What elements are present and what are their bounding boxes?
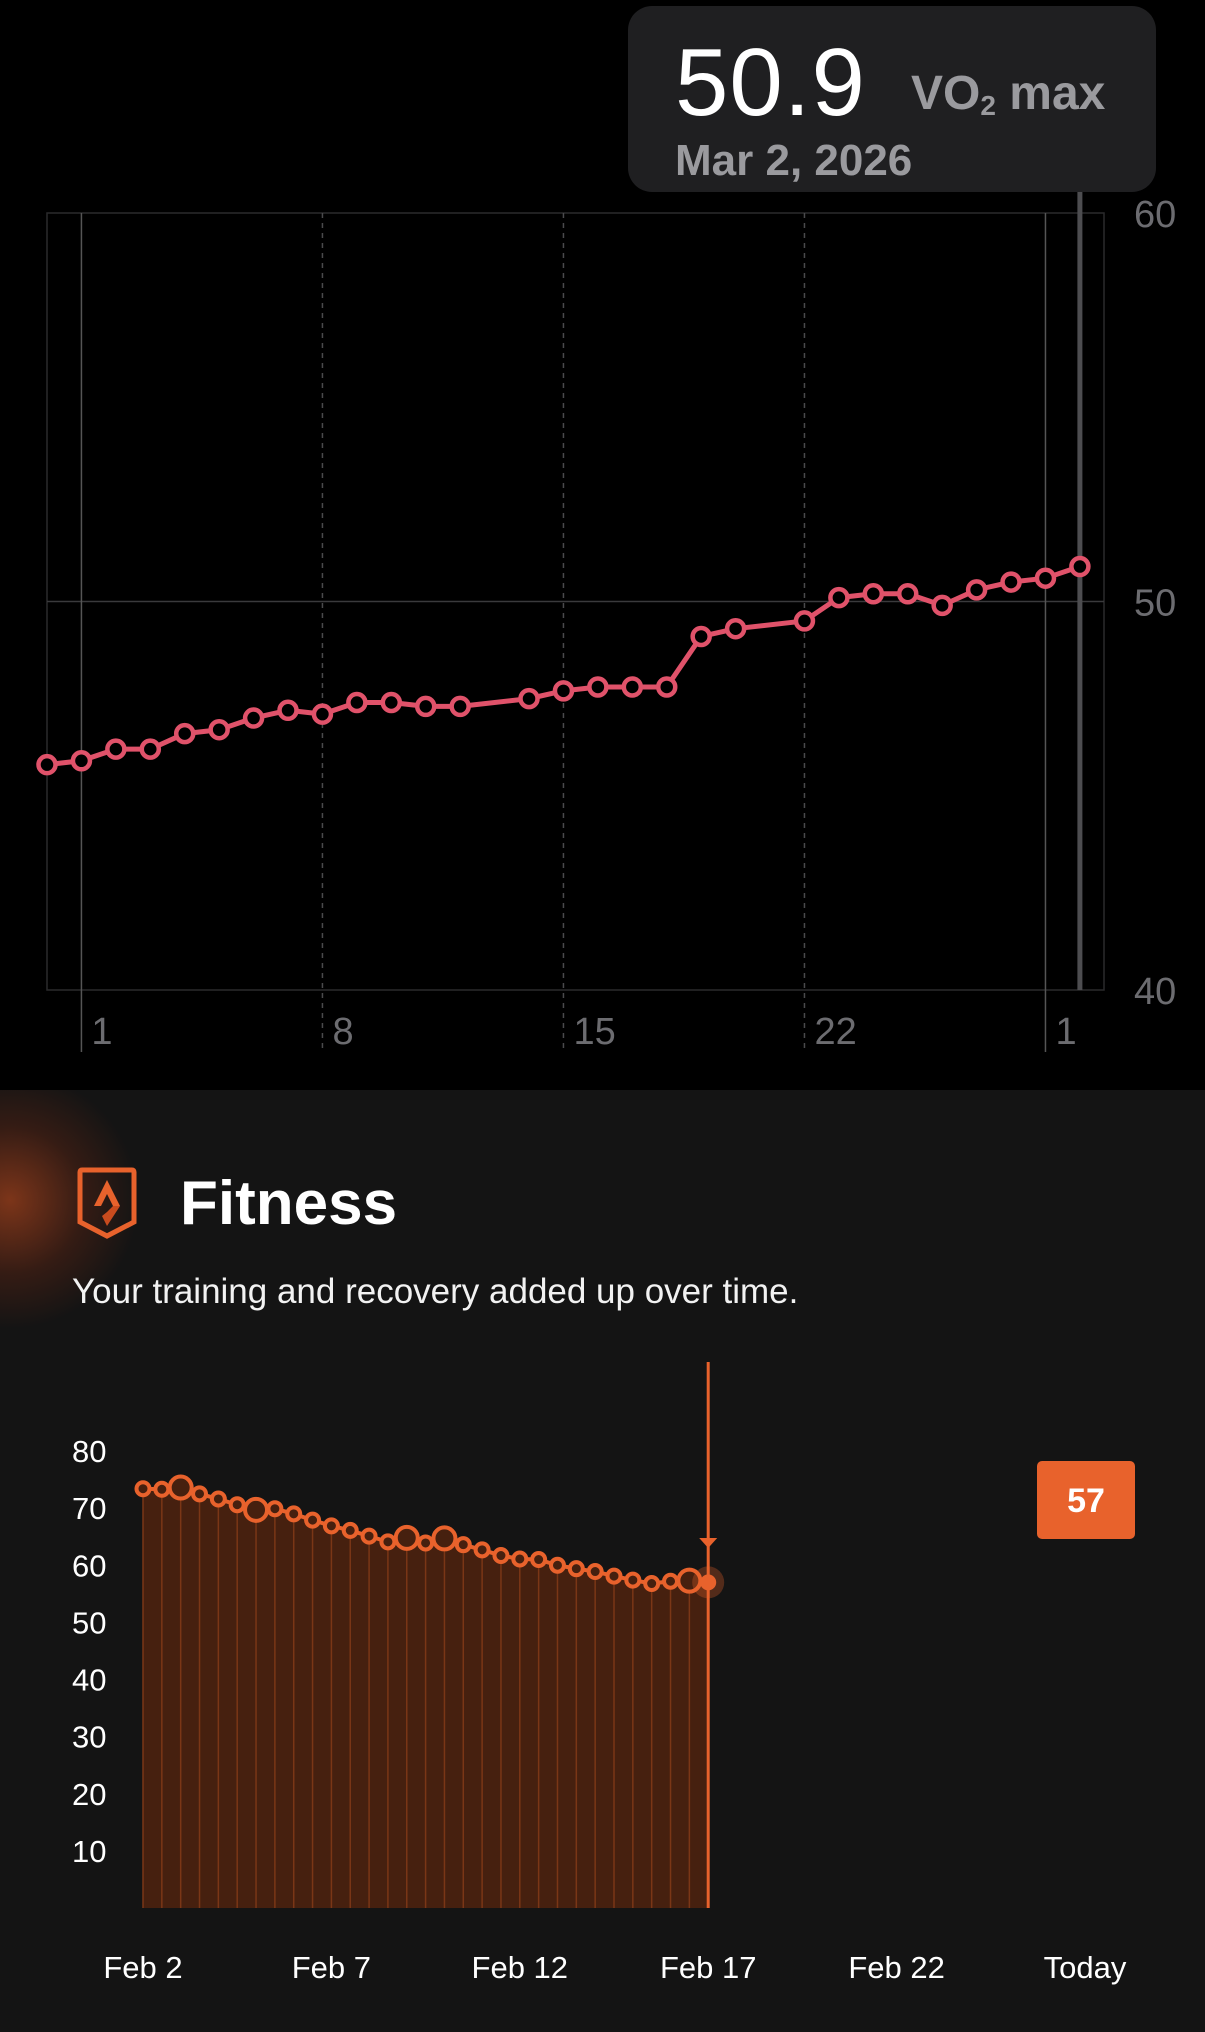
- fitness-data-point: [417, 1534, 435, 1552]
- fitness-subtitle: Your training and recovery added up over…: [72, 1272, 799, 1311]
- fitness-data-point: [167, 1474, 194, 1501]
- vo2-x-tick-label: 22: [814, 1011, 856, 1053]
- fitness-data-point: [322, 1517, 340, 1535]
- vo2-tooltip-date: Mar 2, 2026: [675, 136, 913, 185]
- fitness-data-point: [567, 1560, 585, 1578]
- vo2-data-point: [1069, 555, 1091, 578]
- fitness-x-tick-label: Feb 17: [660, 1950, 757, 1985]
- fitness-data-point: [662, 1572, 680, 1590]
- vo2-data-point: [173, 722, 196, 745]
- vo2-x-tick-label: 1: [1055, 1011, 1076, 1053]
- fitness-data-point: [360, 1527, 378, 1545]
- vo2-chart[interactable]: 1 8 15 22 1 60 50 40: [0, 0, 1205, 1090]
- fitness-data-point: [209, 1490, 227, 1508]
- vo2-unit-main: VO: [911, 67, 981, 120]
- vo2-y-tick-label: 40: [1134, 971, 1176, 1013]
- vo2-data-point: [105, 738, 127, 760]
- vo2-x-tick-label: 1: [91, 1011, 112, 1053]
- fitness-data-point: [243, 1496, 270, 1523]
- fitness-data-point: [492, 1547, 510, 1565]
- fitness-section: Fitness Your training and recovery added…: [0, 1090, 1205, 2032]
- fitness-y-tick-label: 50: [72, 1605, 106, 1640]
- fitness-data-point: [643, 1575, 661, 1593]
- fitness-data-point: [304, 1511, 322, 1529]
- fitness-y-tick-label: 60: [72, 1548, 106, 1583]
- vo2-data-point: [587, 676, 609, 698]
- fitness-data-point: [548, 1556, 566, 1574]
- vo2-data-point: [965, 579, 988, 601]
- vo2-data-point: [208, 718, 230, 741]
- fitness-callout-value: 57: [1067, 1482, 1105, 1520]
- fitness-data-point: [473, 1541, 491, 1559]
- vo2-x-tick-label: 15: [573, 1011, 615, 1053]
- vo2-data-point: [346, 691, 368, 714]
- vo2-unit-rest: max: [995, 67, 1106, 120]
- fitness-data-point: [341, 1521, 359, 1539]
- fitness-data-point: [393, 1524, 420, 1551]
- vo2-x-tick-label: 8: [332, 1011, 353, 1053]
- fitness-x-tick-label: Feb 7: [292, 1950, 371, 1985]
- fitness-y-tick-label: 40: [72, 1663, 106, 1698]
- fitness-x-tick-label: Today: [1044, 1950, 1127, 1985]
- vo2-data-point: [139, 738, 162, 760]
- fitness-data-point: [266, 1500, 284, 1518]
- vo2-data-point: [690, 625, 712, 648]
- fitness-data-point: [530, 1551, 548, 1569]
- strava-fitness-icon: [77, 1167, 137, 1239]
- vo2-data-point: [311, 703, 334, 725]
- fitness-data-point: [153, 1480, 171, 1498]
- vo2-unit-sub: 2: [980, 90, 996, 121]
- fitness-title: Fitness: [180, 1169, 398, 1238]
- vo2-data-point: [621, 676, 644, 698]
- fitness-callout-box: [1037, 1461, 1135, 1539]
- fitness-data-point: [676, 1567, 703, 1594]
- vo2-data-point: [380, 691, 403, 714]
- fitness-y-tick-label: 30: [72, 1720, 106, 1755]
- fitness-data-point: [624, 1571, 642, 1589]
- fitness-y-tick-label: 70: [72, 1491, 106, 1526]
- vo2-tooltip-value: 50.9: [675, 29, 866, 136]
- fitness-x-tick-label: Feb 12: [472, 1950, 569, 1985]
- fitness-x-tick-label: Feb 22: [848, 1950, 945, 1985]
- vo2-data-point: [70, 750, 93, 772]
- vo2-data-point: [277, 699, 299, 722]
- vo2-y-tick-label: 60: [1134, 194, 1176, 236]
- vo2-y-tick-label: 50: [1134, 583, 1176, 625]
- vo2-data-point: [793, 610, 816, 632]
- vo2-data-point: [242, 707, 265, 729]
- vo2-data-point: [896, 582, 919, 605]
- fitness-data-point: [379, 1533, 397, 1551]
- fitness-y-tick-label: 80: [72, 1434, 106, 1469]
- vo2-data-point: [862, 582, 885, 605]
- vo2-tooltip-unit: VO2 max: [911, 66, 1105, 122]
- fitness-data-point: [511, 1550, 529, 1568]
- vo2-data-point: [828, 586, 850, 609]
- vo2-section: 50.9 VO2 max Mar 2, 2026 1 8 15 22 1 60 50 40: [0, 0, 1205, 1090]
- fitness-data-point: [285, 1505, 303, 1523]
- fitness-callout-pointer: [699, 1538, 718, 1548]
- fitness-data-point: [605, 1567, 623, 1585]
- fitness-data-point: [454, 1536, 472, 1554]
- vo2-data-point: [1034, 567, 1057, 589]
- fitness-x-tick-label: Feb 2: [103, 1950, 182, 1985]
- fitness-data-point: [228, 1496, 246, 1514]
- fitness-data-point: [586, 1563, 604, 1581]
- fitness-data-point: [191, 1485, 209, 1503]
- vo2-data-point: [518, 687, 540, 710]
- vo2-tooltip: 50.9 VO2 max Mar 2, 2026: [628, 6, 1156, 192]
- vo2-data-point: [1000, 571, 1022, 593]
- vo2-data-point: [931, 594, 953, 617]
- fitness-y-tick-label: 20: [72, 1777, 106, 1812]
- vo2-data-point: [552, 680, 575, 702]
- fitness-chart[interactable]: 80 70 60 50 40 30 20 10 Feb 2 Feb 7 Feb 12 Feb 17 Fe…: [0, 1090, 1205, 2032]
- vo2-data-point: [724, 617, 747, 640]
- fitness-data-point: [431, 1525, 458, 1552]
- vo2-data-point: [36, 753, 58, 776]
- vo2-data-point: [655, 676, 678, 698]
- fitness-data-point: [134, 1480, 152, 1498]
- vo2-data-point: [414, 695, 437, 718]
- fitness-y-tick-label: 10: [72, 1834, 106, 1869]
- vo2-data-point: [449, 695, 471, 718]
- fitness-current-point: [700, 1574, 717, 1591]
